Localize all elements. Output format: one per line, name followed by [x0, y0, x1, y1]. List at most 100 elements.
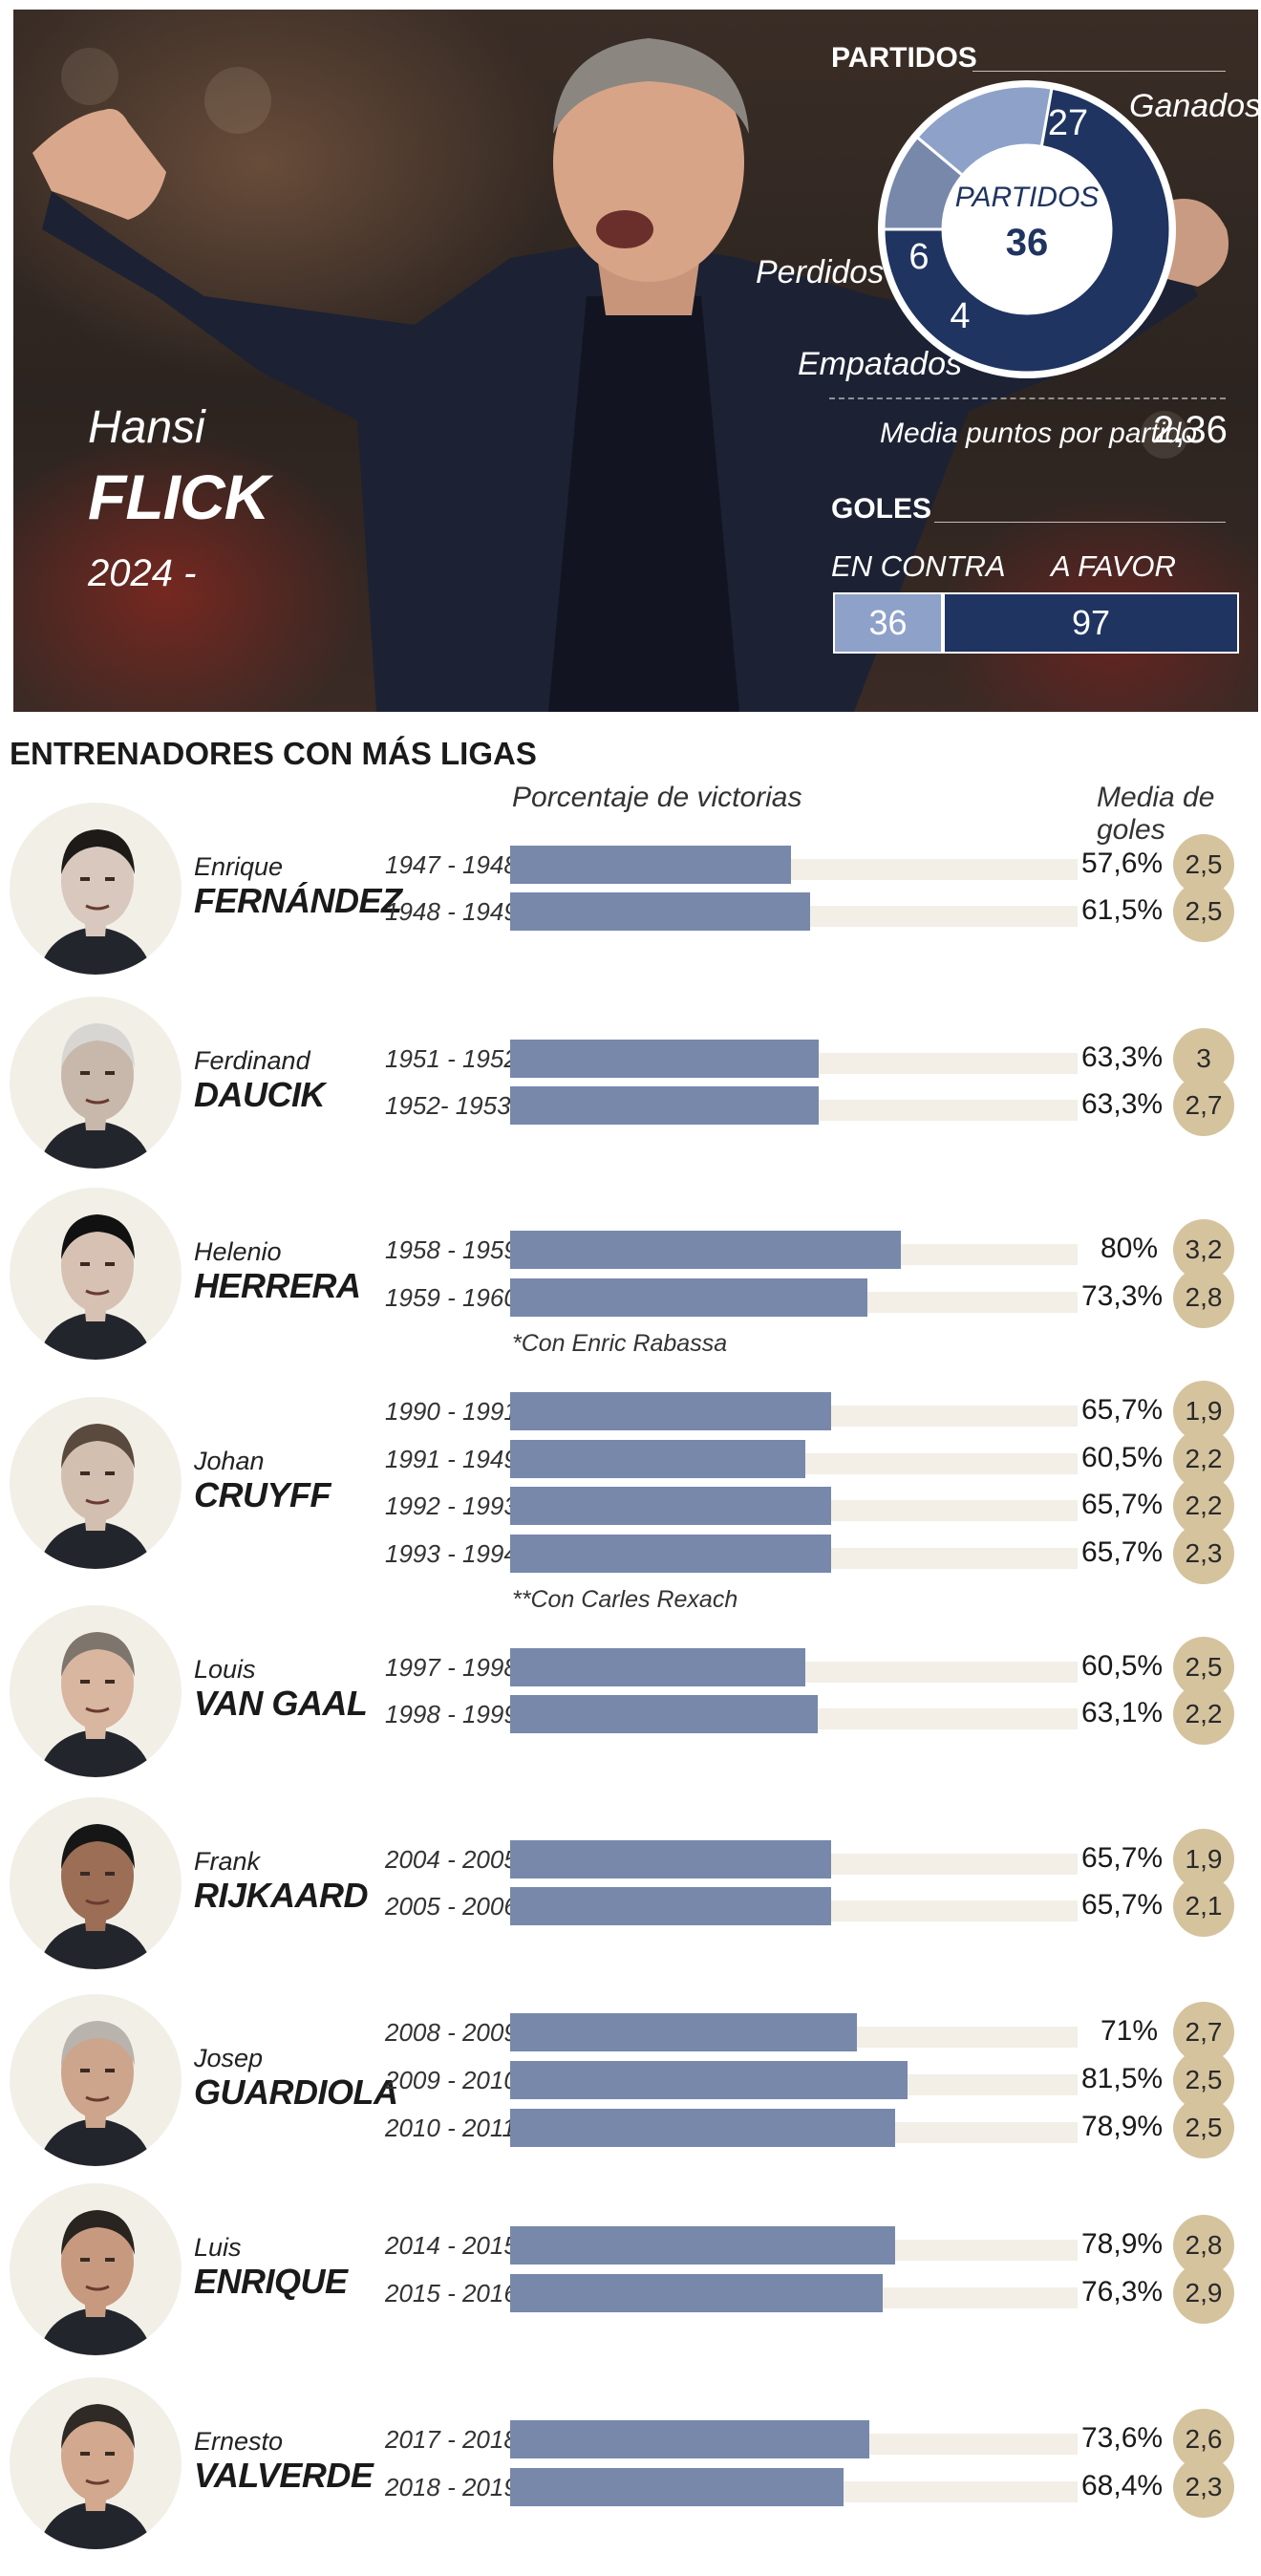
win-pct-label: 78,9% — [1081, 2111, 1164, 2142]
coach-last-name: FERNÁNDEZ — [194, 880, 402, 920]
donut-center-value: 36 — [1005, 222, 1049, 264]
win-pct-bar — [510, 2061, 908, 2099]
win-pct-label: 65,7% — [1081, 1536, 1164, 1568]
partidos-donut — [878, 80, 1176, 378]
win-pct-bar — [510, 1535, 831, 1573]
season-label: 1958 - 1959 — [385, 1235, 518, 1264]
goals-badge: 2,5 — [1173, 2097, 1234, 2158]
win-pct-bar — [510, 2420, 869, 2458]
win-pct-label: 57,6% — [1081, 848, 1164, 879]
win-pct-bar — [510, 1278, 867, 1317]
goals-badge: 2,6 — [1173, 2409, 1234, 2470]
goals-badge: 2,5 — [1173, 1637, 1234, 1698]
coach-avatar — [10, 1604, 182, 1777]
media-value: 2,36 — [1153, 409, 1228, 451]
en-contra-label: EN CONTRA — [831, 549, 1006, 583]
win-pct-bar — [510, 1440, 805, 1478]
win-pct-bar — [510, 2468, 844, 2506]
won-label: Ganados — [1129, 88, 1261, 124]
season-label: 1997 - 1998 — [385, 1653, 518, 1682]
donut-center-label: PARTIDOS — [954, 182, 1100, 213]
lost-label: Perdidos — [756, 254, 885, 290]
drawn-label: Empatados — [798, 346, 962, 382]
win-pct-bar — [510, 1392, 831, 1430]
coach-last-name: CRUYFF — [194, 1474, 331, 1514]
season-label: 1993 - 1994 — [385, 1539, 518, 1568]
goals-badge: 2,5 — [1173, 834, 1234, 895]
win-pct-label: 76,3% — [1081, 2276, 1164, 2308]
season-label: 2010 - 2011 — [385, 2114, 516, 2142]
win-pct-label: 80% — [1100, 1233, 1158, 1264]
goles-rule — [934, 522, 1226, 523]
coach-avatar — [10, 802, 182, 975]
lost-value: 6 — [908, 237, 930, 277]
coach-avatar — [10, 1396, 182, 1569]
win-pct-bar — [510, 1887, 831, 1925]
col-head-pct: Porcentaje de victorias — [512, 782, 802, 813]
season-label: 1951 - 1952 — [385, 1044, 518, 1073]
season-label: 1952- 1953 — [385, 1091, 511, 1120]
win-pct-label: 61,5% — [1081, 894, 1164, 926]
goals-badge: 2,3 — [1173, 2457, 1234, 2518]
coach-avatar — [10, 1188, 182, 1360]
won-value: 27 — [1047, 103, 1089, 143]
list-title: ENTRENADORES CON MÁS LIGAS — [10, 736, 537, 771]
goals-badge: 2,5 — [1173, 881, 1234, 942]
coach-first-name: Enrique — [194, 851, 284, 881]
goles-title: GOLES — [831, 493, 932, 525]
season-label: 2015 - 2016 — [385, 2279, 518, 2308]
coach-avatar — [10, 2183, 182, 2355]
goals-badge: 2,7 — [1173, 1075, 1234, 1136]
season-label: 2004 - 2005 — [385, 1845, 518, 1874]
goals-badge: 2,5 — [1173, 2050, 1234, 2111]
season-label: 1998 - 1999 — [385, 1700, 518, 1728]
coach-last-name: GUARDIOLA — [194, 2072, 398, 2112]
win-pct-label: 73,6% — [1081, 2422, 1164, 2454]
coach-avatar — [10, 2377, 182, 2549]
win-pct-label: 65,7% — [1081, 1394, 1164, 1426]
goals-badge: 2,2 — [1173, 1475, 1234, 1536]
goals-badge: 2,8 — [1173, 1267, 1234, 1328]
win-pct-bar — [510, 1231, 901, 1269]
coach-first-name: Johan — [194, 1446, 265, 1475]
coach-avatar — [10, 996, 182, 1169]
win-pct-label: 63,3% — [1081, 1041, 1164, 1073]
win-pct-bar — [510, 1840, 831, 1878]
win-pct-bar — [510, 846, 791, 884]
goals-badge: 2,8 — [1173, 2215, 1234, 2276]
coach-first-name: Josep — [194, 2044, 264, 2072]
win-pct-bar — [510, 2109, 895, 2147]
coach-photo — [32, 38, 1229, 712]
col-head-goals: Media de goles — [1097, 782, 1215, 846]
win-pct-bar — [510, 1648, 805, 1686]
hero-last-name: FLICK — [88, 462, 269, 532]
win-pct-label: 71% — [1100, 2015, 1158, 2047]
coach-avatar — [10, 1796, 182, 1969]
coach-first-name: Louis — [194, 1654, 256, 1684]
season-label: 2009 - 2010 — [385, 2066, 518, 2094]
season-label: 2014 - 2015 — [385, 2231, 518, 2260]
crowd-blur — [1141, 411, 1188, 459]
drawn-value: 4 — [950, 296, 971, 336]
win-pct-bar — [510, 2226, 895, 2265]
season-label: 1947 - 1948 — [385, 850, 518, 879]
win-pct-label: 68,4% — [1081, 2470, 1164, 2501]
footnote: *Con Enric Rabassa — [512, 1330, 728, 1357]
season-label: 2008 - 2009 — [385, 2018, 518, 2047]
media-divider — [829, 397, 1226, 399]
win-pct-bar — [510, 2013, 857, 2051]
coach-first-name: Luis — [194, 2233, 242, 2262]
season-label: 1959 - 1960* — [385, 1283, 527, 1312]
win-pct-bar — [510, 1040, 819, 1078]
goals-badge: 2,3 — [1173, 1523, 1234, 1584]
goals-badge: 1,9 — [1173, 1829, 1234, 1890]
crowd-blur — [61, 48, 118, 105]
win-pct-label: 78,9% — [1081, 2228, 1164, 2260]
donut-hole — [943, 145, 1111, 313]
goals-badge: 3 — [1173, 1028, 1234, 1089]
goles-a-favor-box: 97 — [943, 592, 1239, 654]
win-pct-label: 65,7% — [1081, 1889, 1164, 1921]
season-label: 1948 - 1949 — [385, 897, 518, 926]
season-label: 2005 - 2006 — [385, 1892, 518, 1921]
coach-first-name: Ferdinand — [194, 1045, 310, 1075]
